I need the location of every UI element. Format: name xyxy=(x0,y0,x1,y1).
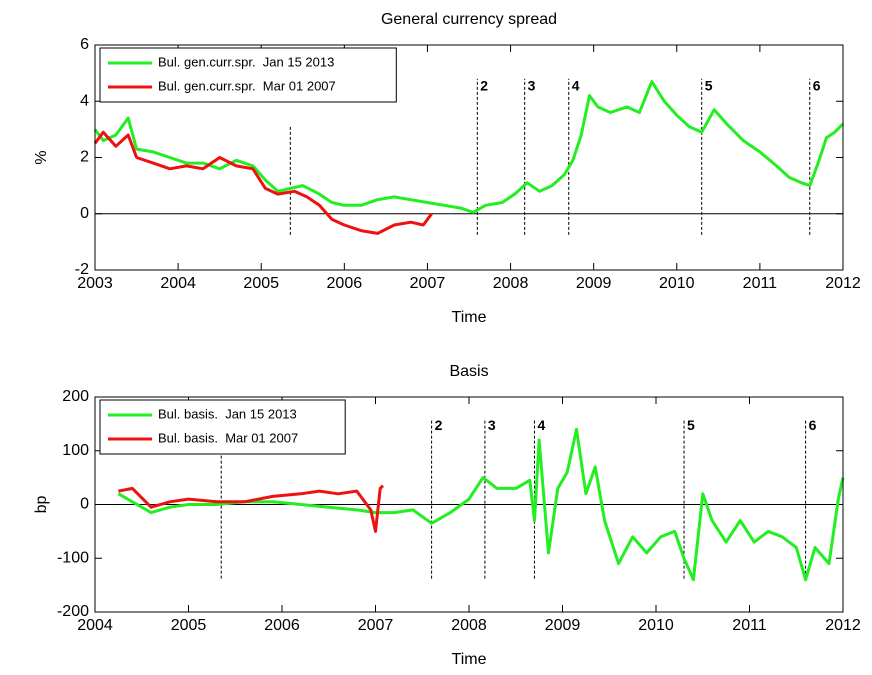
y-tick-label: -200 xyxy=(57,603,89,620)
event-label: 2 xyxy=(480,77,488,93)
event-label: 4 xyxy=(537,417,545,433)
y-tick-label: 100 xyxy=(62,442,89,459)
event-label: 6 xyxy=(809,417,817,433)
y-tick-label: -100 xyxy=(57,549,89,566)
y-tick-label: 0 xyxy=(80,205,89,222)
x-tick-label: 2008 xyxy=(451,617,487,634)
axes-frame xyxy=(94,396,844,613)
x-tick-label: 2005 xyxy=(243,275,279,292)
event-label: 6 xyxy=(813,77,821,93)
x-tick-label: 2012 xyxy=(825,275,861,292)
x-tick-label: 2010 xyxy=(638,617,674,634)
y-axis-label: % xyxy=(33,150,50,164)
x-tick-label: 2004 xyxy=(77,617,113,634)
chart-title: General currency spread xyxy=(381,11,557,28)
x-tick-label: 2005 xyxy=(171,617,207,634)
x-tick-label: 2012 xyxy=(825,617,861,634)
x-tick-label: 2007 xyxy=(410,275,446,292)
event-label: 2 xyxy=(435,417,443,433)
y-tick-label: 200 xyxy=(62,388,89,405)
chart-title: Basis xyxy=(449,363,488,380)
data-line xyxy=(117,427,845,582)
data-line xyxy=(93,80,845,214)
legend-box xyxy=(99,399,346,455)
y-tick-label: 4 xyxy=(80,92,89,109)
y-axis-label: bp xyxy=(33,496,50,514)
y-tick-label: 2 xyxy=(80,149,89,166)
event-label: 3 xyxy=(488,417,496,433)
x-tick-label: 2007 xyxy=(358,617,394,634)
axes-frame xyxy=(94,44,844,271)
legend-label: Bul. basis. Mar 01 2007 xyxy=(158,430,298,445)
x-tick-label: 2006 xyxy=(327,275,363,292)
data-line xyxy=(93,130,433,235)
x-axis-label: Time xyxy=(452,651,487,668)
x-axis-label: Time xyxy=(452,309,487,326)
y-tick-label: 0 xyxy=(80,496,89,513)
event-label: 5 xyxy=(705,77,713,93)
x-tick-label: 2008 xyxy=(493,275,529,292)
x-tick-label: 2011 xyxy=(732,617,767,634)
x-tick-label: 2009 xyxy=(576,275,612,292)
legend-label: Bul. gen.curr.spr. Mar 01 2007 xyxy=(158,78,336,93)
event-label: 5 xyxy=(687,417,695,433)
y-tick-label: -2 xyxy=(75,261,89,278)
y-tick-label: 6 xyxy=(80,36,89,53)
x-tick-label: 2010 xyxy=(659,275,695,292)
x-tick-label: 2009 xyxy=(545,617,581,634)
legend-box xyxy=(99,47,397,103)
legend-label: Bul. basis. Jan 15 2013 xyxy=(158,406,297,421)
legend-label: Bul. gen.curr.spr. Jan 15 2013 xyxy=(158,54,334,69)
x-tick-label: 2003 xyxy=(77,275,113,292)
data-line xyxy=(118,484,385,533)
x-tick-label: 2004 xyxy=(160,275,196,292)
x-tick-label: 2006 xyxy=(264,617,300,634)
x-tick-label: 2011 xyxy=(743,275,778,292)
event-label: 3 xyxy=(528,77,536,93)
event-label: 4 xyxy=(572,77,580,93)
